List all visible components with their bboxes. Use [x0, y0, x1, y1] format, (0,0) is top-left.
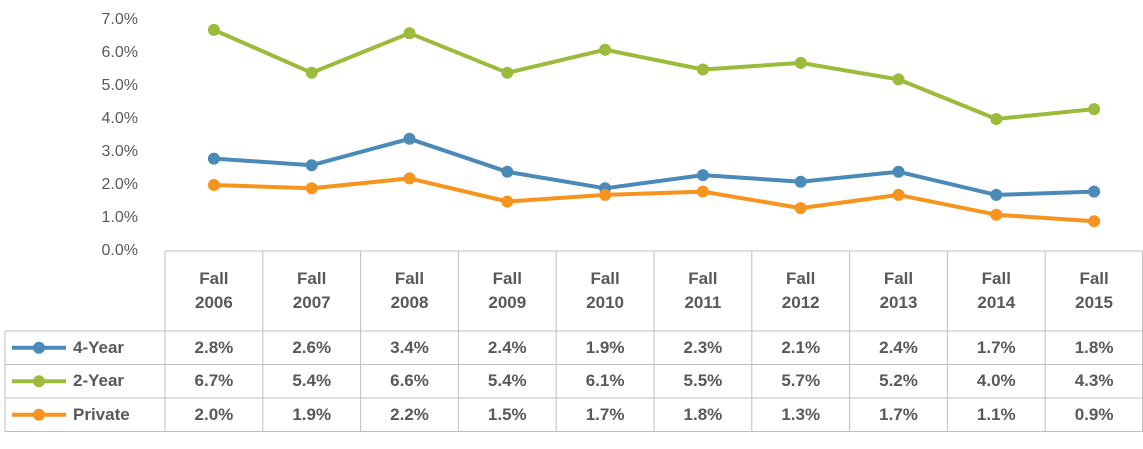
x-tick-label: Fall 2013 — [879, 269, 918, 312]
point — [403, 132, 416, 145]
point — [1088, 103, 1101, 116]
point — [305, 159, 318, 172]
data-label: 2.6% — [292, 337, 332, 357]
point — [501, 66, 514, 79]
point — [1088, 215, 1101, 228]
point — [794, 202, 807, 215]
data-label: 2.8% — [194, 337, 234, 357]
point — [1088, 185, 1101, 198]
data-label: 6.6% — [390, 371, 429, 391]
x-tick-label: Fall 2012 — [781, 269, 820, 312]
y-tick-label: 5.0% — [102, 77, 138, 94]
legend-label: Private — [73, 404, 130, 424]
y-tick-label: 2.0% — [102, 176, 138, 193]
point — [892, 188, 905, 201]
x-tick-label: Fall 2007 — [292, 269, 331, 312]
data-label: 2.3% — [683, 337, 723, 357]
point — [599, 188, 612, 201]
point — [696, 63, 709, 76]
point — [305, 182, 318, 195]
x-tick-label: Fall 2015 — [1075, 269, 1113, 312]
data-label: 4.3% — [1074, 371, 1114, 391]
data-label: 5.4% — [487, 371, 527, 391]
data-label: 2.2% — [390, 404, 429, 424]
data-label: 1.8% — [1074, 337, 1114, 357]
y-tick-label: 0.0% — [102, 242, 138, 259]
data-label: 2.4% — [487, 337, 527, 357]
point — [892, 165, 905, 178]
y-tick-label: 6.0% — [102, 44, 138, 61]
data-label: 2.4% — [879, 337, 918, 357]
point — [501, 195, 514, 208]
data-label: 5.2% — [879, 371, 918, 391]
point — [403, 172, 416, 185]
point — [696, 169, 709, 182]
x-tick-label: Fall 2008 — [390, 269, 429, 312]
data-label: 1.8% — [683, 404, 723, 424]
legend-marker — [33, 408, 45, 421]
legend-label: 4-Year — [73, 337, 125, 357]
x-tick-label: Fall 2011 — [684, 269, 722, 312]
y-tick-label: 3.0% — [102, 143, 138, 160]
legend-marker — [33, 341, 45, 354]
data-label: 1.1% — [976, 404, 1016, 424]
data-label: 5.7% — [781, 371, 821, 391]
series-line — [213, 176, 1095, 224]
data-label: 5.4% — [292, 371, 332, 391]
point — [892, 73, 905, 86]
x-tick-label: Fall 2009 — [488, 269, 527, 312]
data-label: 6.1% — [585, 371, 625, 391]
data-label: 0.9% — [1074, 404, 1114, 424]
data-label: 5.5% — [683, 371, 723, 391]
x-tick-label: Fall 2014 — [977, 269, 1016, 312]
legend-marker — [33, 375, 45, 388]
y-tick-label: 1.0% — [102, 209, 138, 226]
point — [794, 175, 807, 188]
point — [990, 208, 1003, 221]
data-label: 1.7% — [976, 337, 1016, 357]
data-label: 1.3% — [781, 404, 821, 424]
point — [501, 165, 514, 178]
point — [403, 27, 416, 40]
x-tick-label: Fall 2006 — [194, 269, 233, 312]
data-label: 4.0% — [976, 371, 1016, 391]
point — [696, 185, 709, 198]
legend-label: 2-Year — [73, 371, 125, 391]
point — [990, 188, 1003, 201]
data-label: 1.9% — [292, 404, 332, 424]
y-tick-label: 4.0% — [102, 110, 138, 127]
point — [305, 66, 318, 79]
point — [990, 113, 1003, 125]
data-label: 3.4% — [390, 337, 429, 357]
series-line — [213, 136, 1095, 197]
point — [207, 23, 220, 36]
data-label: 1.7% — [879, 404, 918, 424]
data-label: 1.7% — [585, 404, 625, 424]
point — [599, 43, 612, 56]
x-tick-label: Fall 2010 — [586, 269, 624, 312]
point — [207, 179, 220, 191]
series-line — [213, 28, 1095, 121]
point — [207, 152, 220, 165]
data-label: 2.0% — [194, 404, 234, 424]
point — [794, 56, 807, 69]
data-label: 6.7% — [194, 371, 234, 391]
y-tick-label: 7.0% — [102, 11, 138, 28]
data-label: 1.9% — [585, 337, 625, 357]
data-label: 2.1% — [781, 337, 821, 357]
data-label: 1.5% — [487, 404, 527, 424]
